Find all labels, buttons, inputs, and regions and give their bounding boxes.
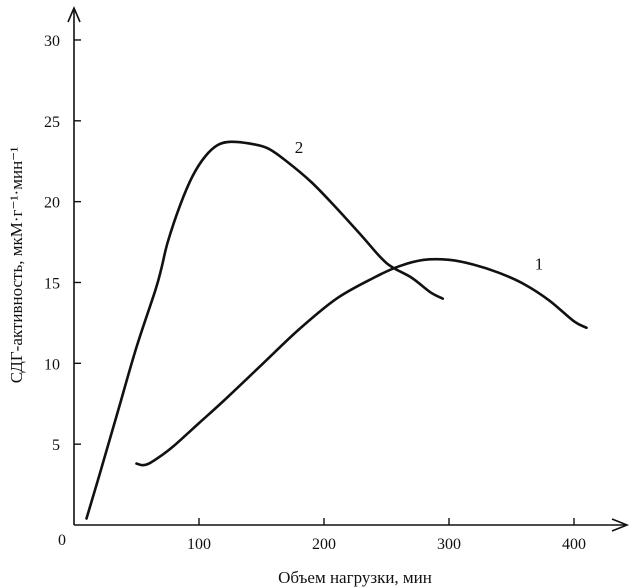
y-tick-label: 15: [44, 275, 60, 292]
series-1-line: [135, 257, 588, 467]
series-1-label: 1: [535, 255, 544, 274]
y-axis-title: СДГ-активность, мкМ·г⁻¹·мин⁻¹: [7, 147, 26, 383]
y-tick-label: 25: [44, 114, 60, 131]
y-axis-arrow-icon: [67, 5, 81, 23]
y-tick-label: 10: [44, 356, 60, 373]
x-axis-title: Объем нагрузки, мин: [278, 568, 432, 587]
series-group: [85, 140, 588, 520]
series-2-label: 2: [295, 138, 304, 157]
series-2-line: [85, 140, 445, 520]
y-tick-label: 20: [44, 195, 60, 212]
origin-label: 0: [58, 532, 66, 549]
x-tick-label: 300: [437, 536, 461, 553]
y-tick-label: 5: [52, 437, 60, 454]
x-tick-label: 400: [562, 536, 586, 553]
x-tick-label: 100: [187, 536, 211, 553]
x-axis-arrow-icon: [611, 518, 630, 532]
y-tick-label: 30: [44, 33, 60, 50]
series-labels-group: 12: [295, 138, 544, 273]
x-tick-label: 200: [312, 536, 336, 553]
